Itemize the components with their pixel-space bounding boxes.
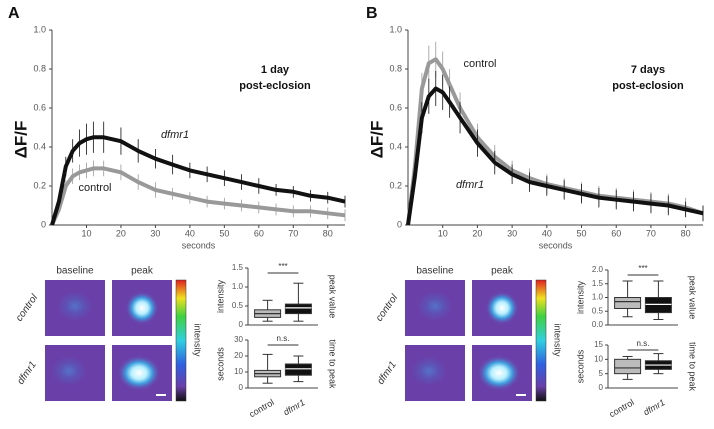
panel-letter: A [8, 5, 20, 22]
y-tick-label: 0.4 [33, 141, 46, 151]
cell [477, 355, 521, 391]
series-label: dfmr1 [161, 129, 189, 141]
y-tick-label: 20 [234, 351, 243, 360]
y-tick-label: 0.6 [389, 102, 402, 112]
x-tick-label: 20 [472, 228, 482, 238]
cell [57, 291, 93, 321]
annotation: post-eclosion [239, 80, 311, 92]
panel-letter: B [366, 5, 378, 22]
x-axis-label: seconds [539, 240, 573, 250]
cell [117, 355, 161, 391]
y-tick-label: 1.0 [592, 293, 604, 302]
y-tick-label: 0.5 [232, 301, 244, 310]
right-label: time to peak [328, 339, 338, 389]
y-tick-label: 1.0 [389, 24, 402, 34]
x-tick-label: 40 [185, 228, 195, 238]
significance: n.s. [637, 339, 650, 348]
colorbar-label: intensity [193, 323, 203, 357]
y-tick-label: 30 [234, 335, 243, 344]
cell [51, 356, 87, 386]
colorbar [175, 279, 187, 402]
x-tick-label: 10 [438, 228, 448, 238]
y-tick-label: 15 [594, 340, 603, 349]
y-axis-label: seconds [575, 349, 585, 383]
series-label: control [78, 182, 111, 194]
y-tick-label: 0.2 [33, 180, 46, 190]
y-tick-label: 0.8 [389, 63, 402, 73]
y-tick-label: 0.8 [33, 63, 46, 73]
right-label: peak value [688, 276, 698, 320]
x-tick-label: 20 [116, 228, 126, 238]
significance: n.s. [277, 334, 290, 343]
column-header: baseline [416, 266, 454, 277]
x-tick-label: 70 [288, 228, 298, 238]
series-line [50, 166, 346, 226]
x-tick-label: 30 [507, 228, 517, 238]
y-axis-label: seconds [215, 347, 225, 381]
right-label: time to peak [688, 342, 698, 392]
box [614, 297, 642, 309]
annotation: post-eclosion [612, 80, 684, 92]
y-axis-label: intensity [575, 280, 585, 314]
column-header: baseline [56, 266, 94, 277]
y-tick-label: 10 [594, 354, 603, 363]
annotation: 1 day [261, 64, 290, 76]
y-tick-label: 0 [239, 383, 244, 392]
x-tick-label: 60 [254, 228, 264, 238]
y-tick-label: 1.5 [232, 263, 244, 272]
cell [417, 291, 453, 321]
column-header: peak [491, 266, 514, 277]
x-tick-label: 80 [323, 228, 333, 238]
x-tick-label: 70 [646, 228, 656, 238]
y-tick-label: 1.0 [232, 282, 244, 291]
x-axis-label: seconds [182, 240, 216, 250]
y-tick-label: 0 [41, 219, 46, 229]
colorbar-label: intensity [553, 323, 563, 357]
series-label: dfmr1 [456, 179, 484, 191]
y-axis-label: ΔF/F [367, 121, 386, 159]
box [644, 297, 672, 314]
annotation: 7 days [631, 64, 665, 76]
y-tick-label: 1.5 [592, 279, 604, 288]
box [284, 303, 312, 315]
y-tick-label: 0.0 [592, 320, 604, 329]
y-axis-label: ΔF/F [11, 121, 30, 159]
x-tick-label: 30 [150, 228, 160, 238]
colorbar [535, 279, 547, 402]
y-tick-label: 0.6 [33, 102, 46, 112]
y-tick-label: 0.2 [389, 180, 402, 190]
y-tick-label: 1.0 [33, 24, 46, 34]
y-tick-label: 0 [239, 320, 244, 329]
y-tick-label: 5 [599, 369, 604, 378]
x-tick-label: 50 [219, 228, 229, 238]
y-tick-label: 2.0 [592, 265, 604, 274]
cell [485, 291, 519, 325]
x-tick-label: 40 [542, 228, 552, 238]
significance: *** [638, 264, 647, 273]
y-tick-label: 0.4 [389, 141, 402, 151]
box [284, 363, 312, 376]
significance: *** [278, 262, 287, 271]
x-tick-label: 80 [681, 228, 691, 238]
y-tick-label: 10 [234, 367, 243, 376]
x-tick-label: 10 [81, 228, 91, 238]
cell [411, 356, 447, 386]
cell [125, 291, 159, 325]
x-tick-label: 60 [611, 228, 621, 238]
series-line [50, 135, 346, 226]
x-tick-label: 50 [577, 228, 587, 238]
y-tick-label: 0 [397, 219, 402, 229]
series-line [406, 86, 704, 226]
y-tick-label: 0.5 [592, 306, 604, 315]
series-label: control [463, 58, 496, 70]
y-axis-label: intensity [215, 279, 225, 313]
column-header: peak [131, 266, 154, 277]
right-label: peak value [328, 275, 338, 319]
y-tick-label: 0 [599, 383, 604, 392]
box [614, 358, 642, 375]
